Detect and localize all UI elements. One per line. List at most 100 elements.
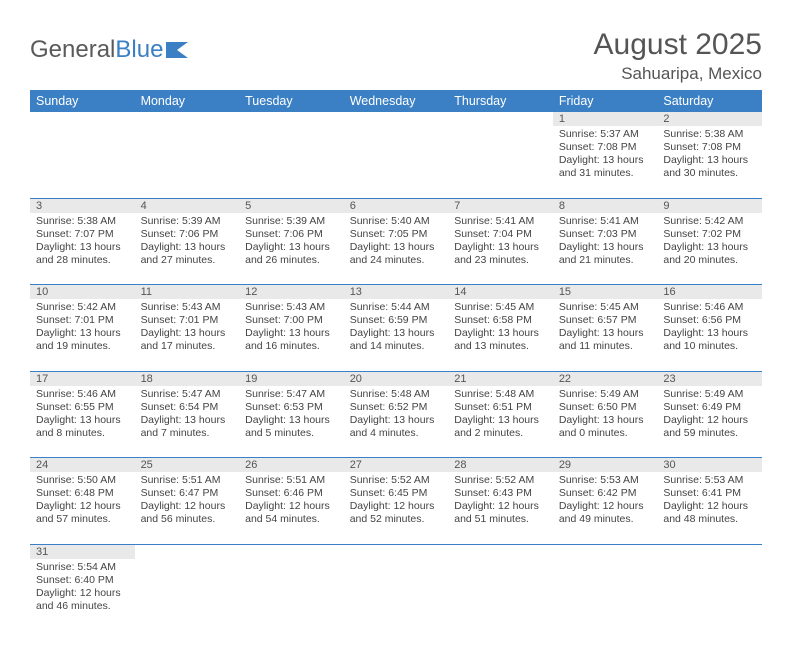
day-header: Saturday bbox=[657, 90, 762, 112]
day-number-cell: 5 bbox=[239, 198, 344, 213]
day-number-cell: 12 bbox=[239, 285, 344, 300]
logo-text-2: Blue bbox=[115, 36, 163, 64]
day-content-row: Sunrise: 5:38 AMSunset: 7:07 PMDaylight:… bbox=[30, 213, 762, 285]
day-cell: Sunrise: 5:46 AMSunset: 6:56 PMDaylight:… bbox=[657, 299, 762, 371]
day-cell: Sunrise: 5:41 AMSunset: 7:03 PMDaylight:… bbox=[553, 213, 658, 285]
day-content-row: Sunrise: 5:54 AMSunset: 6:40 PMDaylight:… bbox=[30, 559, 762, 631]
day-content-row: Sunrise: 5:42 AMSunset: 7:01 PMDaylight:… bbox=[30, 299, 762, 371]
title-block: August 2025 Sahuaripa, Mexico bbox=[594, 28, 762, 84]
day-number-cell: 19 bbox=[239, 371, 344, 386]
day-number-cell: 22 bbox=[553, 371, 658, 386]
day-number-cell: 2 bbox=[657, 112, 762, 126]
day-details: Sunrise: 5:51 AMSunset: 6:46 PMDaylight:… bbox=[239, 472, 344, 531]
day-details: Sunrise: 5:41 AMSunset: 7:03 PMDaylight:… bbox=[553, 213, 658, 272]
day-details: Sunrise: 5:37 AMSunset: 7:08 PMDaylight:… bbox=[553, 126, 658, 185]
day-details: Sunrise: 5:40 AMSunset: 7:05 PMDaylight:… bbox=[344, 213, 449, 272]
day-number-cell: 18 bbox=[135, 371, 240, 386]
day-header: Tuesday bbox=[239, 90, 344, 112]
day-details: Sunrise: 5:47 AMSunset: 6:54 PMDaylight:… bbox=[135, 386, 240, 445]
day-cell: Sunrise: 5:53 AMSunset: 6:41 PMDaylight:… bbox=[657, 472, 762, 544]
day-number-row: 31 bbox=[30, 544, 762, 559]
day-cell bbox=[448, 559, 553, 631]
day-cell: Sunrise: 5:43 AMSunset: 7:01 PMDaylight:… bbox=[135, 299, 240, 371]
day-cell: Sunrise: 5:47 AMSunset: 6:54 PMDaylight:… bbox=[135, 386, 240, 458]
day-number-cell: 16 bbox=[657, 285, 762, 300]
day-details: Sunrise: 5:52 AMSunset: 6:45 PMDaylight:… bbox=[344, 472, 449, 531]
day-details: Sunrise: 5:46 AMSunset: 6:56 PMDaylight:… bbox=[657, 299, 762, 358]
day-number-cell: 6 bbox=[344, 198, 449, 213]
day-cell bbox=[135, 559, 240, 631]
day-cell: Sunrise: 5:43 AMSunset: 7:00 PMDaylight:… bbox=[239, 299, 344, 371]
day-number-cell: 8 bbox=[553, 198, 658, 213]
day-details: Sunrise: 5:45 AMSunset: 6:58 PMDaylight:… bbox=[448, 299, 553, 358]
day-details: Sunrise: 5:47 AMSunset: 6:53 PMDaylight:… bbox=[239, 386, 344, 445]
day-cell bbox=[239, 126, 344, 198]
calendar-body: 12Sunrise: 5:37 AMSunset: 7:08 PMDayligh… bbox=[30, 112, 762, 631]
day-number-cell: 13 bbox=[344, 285, 449, 300]
location: Sahuaripa, Mexico bbox=[594, 64, 762, 84]
logo: GeneralBlue bbox=[30, 28, 192, 64]
day-details: Sunrise: 5:41 AMSunset: 7:04 PMDaylight:… bbox=[448, 213, 553, 272]
day-header: Sunday bbox=[30, 90, 135, 112]
day-number-cell bbox=[239, 112, 344, 126]
day-number-row: 24252627282930 bbox=[30, 458, 762, 473]
day-details: Sunrise: 5:48 AMSunset: 6:51 PMDaylight:… bbox=[448, 386, 553, 445]
day-details: Sunrise: 5:51 AMSunset: 6:47 PMDaylight:… bbox=[135, 472, 240, 531]
day-cell bbox=[239, 559, 344, 631]
day-cell bbox=[135, 126, 240, 198]
day-number-cell bbox=[448, 112, 553, 126]
header: GeneralBlue August 2025 Sahuaripa, Mexic… bbox=[30, 28, 762, 84]
day-number-cell: 9 bbox=[657, 198, 762, 213]
calendar-page: GeneralBlue August 2025 Sahuaripa, Mexic… bbox=[0, 0, 792, 651]
day-number-cell: 10 bbox=[30, 285, 135, 300]
day-header: Friday bbox=[553, 90, 658, 112]
logo-text-1: General bbox=[30, 36, 115, 64]
day-number-cell: 1 bbox=[553, 112, 658, 126]
day-cell: Sunrise: 5:51 AMSunset: 6:47 PMDaylight:… bbox=[135, 472, 240, 544]
day-number-cell: 17 bbox=[30, 371, 135, 386]
day-cell: Sunrise: 5:44 AMSunset: 6:59 PMDaylight:… bbox=[344, 299, 449, 371]
logo-flag-icon bbox=[166, 40, 192, 60]
day-details: Sunrise: 5:49 AMSunset: 6:49 PMDaylight:… bbox=[657, 386, 762, 445]
calendar-table: Sunday Monday Tuesday Wednesday Thursday… bbox=[30, 90, 762, 631]
day-number-cell: 21 bbox=[448, 371, 553, 386]
day-number-cell: 7 bbox=[448, 198, 553, 213]
day-number-cell: 30 bbox=[657, 458, 762, 473]
day-number-cell bbox=[239, 544, 344, 559]
day-details: Sunrise: 5:39 AMSunset: 7:06 PMDaylight:… bbox=[135, 213, 240, 272]
day-number-cell bbox=[135, 544, 240, 559]
day-details: Sunrise: 5:42 AMSunset: 7:02 PMDaylight:… bbox=[657, 213, 762, 272]
day-cell: Sunrise: 5:48 AMSunset: 6:51 PMDaylight:… bbox=[448, 386, 553, 458]
day-cell bbox=[553, 559, 658, 631]
day-details: Sunrise: 5:49 AMSunset: 6:50 PMDaylight:… bbox=[553, 386, 658, 445]
day-cell: Sunrise: 5:39 AMSunset: 7:06 PMDaylight:… bbox=[135, 213, 240, 285]
day-cell: Sunrise: 5:50 AMSunset: 6:48 PMDaylight:… bbox=[30, 472, 135, 544]
month-title: August 2025 bbox=[594, 28, 762, 62]
day-cell: Sunrise: 5:39 AMSunset: 7:06 PMDaylight:… bbox=[239, 213, 344, 285]
day-cell bbox=[344, 559, 449, 631]
day-number-cell: 3 bbox=[30, 198, 135, 213]
day-number-cell: 15 bbox=[553, 285, 658, 300]
day-details: Sunrise: 5:44 AMSunset: 6:59 PMDaylight:… bbox=[344, 299, 449, 358]
day-number-cell bbox=[344, 544, 449, 559]
day-cell bbox=[657, 559, 762, 631]
day-details: Sunrise: 5:54 AMSunset: 6:40 PMDaylight:… bbox=[30, 559, 135, 618]
day-number-cell: 24 bbox=[30, 458, 135, 473]
day-cell: Sunrise: 5:37 AMSunset: 7:08 PMDaylight:… bbox=[553, 126, 658, 198]
day-cell: Sunrise: 5:52 AMSunset: 6:43 PMDaylight:… bbox=[448, 472, 553, 544]
day-details: Sunrise: 5:39 AMSunset: 7:06 PMDaylight:… bbox=[239, 213, 344, 272]
day-number-cell: 31 bbox=[30, 544, 135, 559]
day-header: Wednesday bbox=[344, 90, 449, 112]
day-details: Sunrise: 5:43 AMSunset: 7:00 PMDaylight:… bbox=[239, 299, 344, 358]
day-cell bbox=[448, 126, 553, 198]
day-cell: Sunrise: 5:54 AMSunset: 6:40 PMDaylight:… bbox=[30, 559, 135, 631]
day-details: Sunrise: 5:42 AMSunset: 7:01 PMDaylight:… bbox=[30, 299, 135, 358]
day-number-row: 3456789 bbox=[30, 198, 762, 213]
day-number-cell bbox=[657, 544, 762, 559]
day-cell: Sunrise: 5:47 AMSunset: 6:53 PMDaylight:… bbox=[239, 386, 344, 458]
day-header: Monday bbox=[135, 90, 240, 112]
day-cell bbox=[30, 126, 135, 198]
day-details: Sunrise: 5:48 AMSunset: 6:52 PMDaylight:… bbox=[344, 386, 449, 445]
day-number-cell: 27 bbox=[344, 458, 449, 473]
day-number-cell: 28 bbox=[448, 458, 553, 473]
